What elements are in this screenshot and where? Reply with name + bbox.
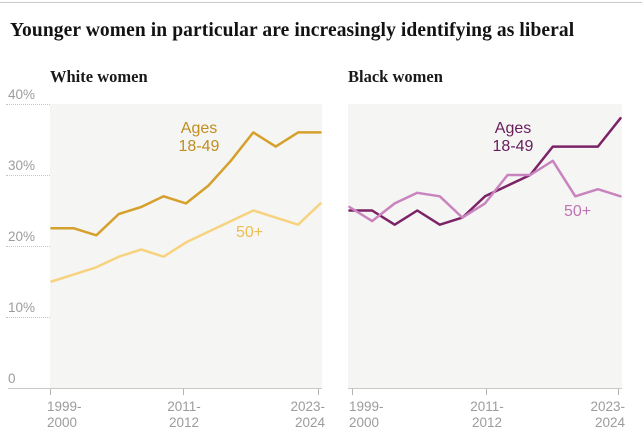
- series-label-black-50plus: 50+: [564, 203, 592, 220]
- x-axis-line: [8, 388, 322, 389]
- right-line-chart: [348, 116, 622, 226]
- series-label-white-50plus: 50+: [236, 224, 264, 241]
- x-tick: [618, 389, 619, 395]
- x-tick-label: 1999- 2000: [47, 399, 82, 430]
- x-tick: [183, 389, 184, 395]
- y-tick-label-20: 20%: [8, 229, 36, 244]
- y-tick-label-10: 10%: [8, 300, 36, 315]
- y-tick-label-40: 40%: [8, 87, 36, 102]
- right-chart-title: Black women: [348, 67, 443, 86]
- y-tick-label-30: 30%: [8, 158, 36, 173]
- x-tick: [486, 389, 487, 395]
- top-divider: [0, 2, 642, 3]
- left-chart-title: White women: [50, 67, 148, 86]
- y-tick-label-0: 0: [8, 371, 16, 386]
- x-tick: [50, 389, 51, 395]
- page-title: Younger women in particular are increasi…: [10, 20, 575, 42]
- series-label-white-18-49: Ages 18-49: [178, 120, 220, 155]
- x-tick: [352, 389, 353, 395]
- series-label-black-18-49: Ages 18-49: [492, 120, 534, 155]
- x-axis-line: [348, 388, 622, 389]
- x-tick: [318, 389, 319, 395]
- x-tick-label: 1999- 2000: [349, 399, 384, 430]
- x-tick-label: 2023- 2024: [290, 399, 325, 430]
- x-tick-label: 2011- 2012: [470, 399, 504, 430]
- x-tick-label: 2023- 2024: [590, 399, 625, 430]
- x-tick-label: 2011- 2012: [167, 399, 201, 430]
- right-plot-area: [348, 104, 622, 388]
- left-plot-area: [50, 104, 322, 388]
- left-line-chart: [50, 131, 322, 283]
